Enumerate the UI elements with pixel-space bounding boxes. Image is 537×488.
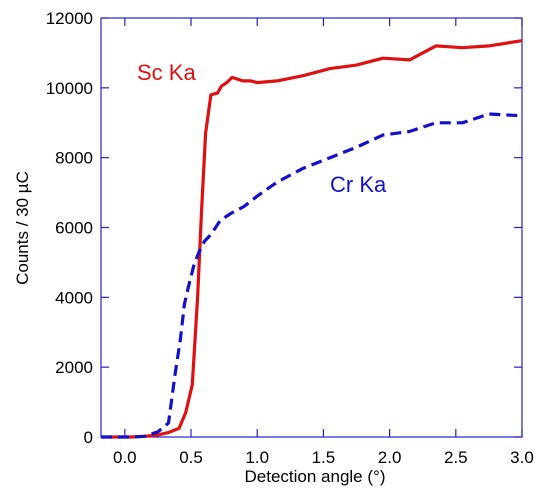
cr-ka-series-line	[101, 112, 523, 439]
y-tick-label: 4000	[55, 288, 93, 307]
y-tick-labels: 0 2000 4000 6000 8000 10000 12000	[46, 9, 93, 447]
x-tick-labels: 0.0 0.5 1.0 1.5 2.0 2.5 3.0	[113, 448, 534, 467]
y-tick-label: 8000	[55, 149, 93, 168]
axis-ticks	[101, 17, 523, 438]
y-tick-label: 0	[84, 428, 93, 447]
x-tick-label: 0.0	[113, 448, 137, 467]
cr-series-label: Cr Ka	[330, 172, 387, 197]
sc-series-label: Sc Ka	[137, 60, 196, 85]
x-tick-label: 0.5	[179, 448, 203, 467]
x-tick-label: 3.0	[510, 448, 534, 467]
series-lines	[101, 39, 523, 439]
y-tick-label: 6000	[55, 219, 93, 238]
sc-ka-series-line	[101, 39, 523, 439]
x-tick-label: 1.5	[312, 448, 336, 467]
y-axis-title: Counts / 30 µC	[13, 171, 32, 285]
x-tick-label: 1.0	[245, 448, 269, 467]
y-tick-label: 12000	[46, 9, 93, 28]
x-axis-title: Detection angle (°)	[245, 467, 386, 486]
y-tick-label: 2000	[55, 358, 93, 377]
x-tick-label: 2.0	[378, 448, 402, 467]
y-tick-label: 10000	[46, 79, 93, 98]
x-tick-label: 2.5	[444, 448, 468, 467]
